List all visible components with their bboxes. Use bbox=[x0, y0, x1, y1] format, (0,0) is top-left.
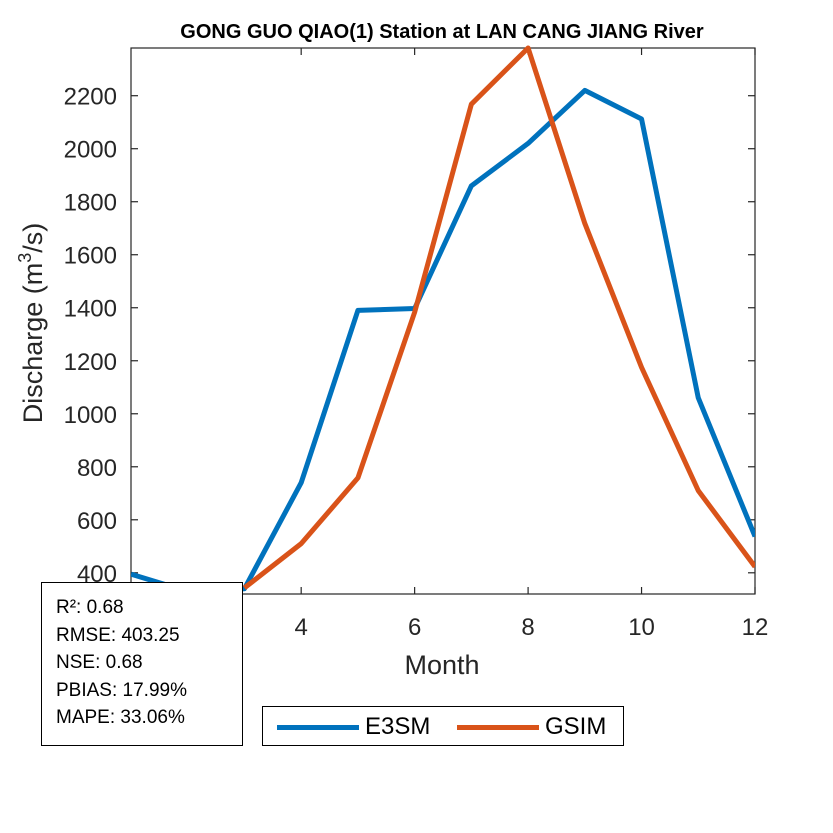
axes-frame bbox=[130, 47, 756, 595]
series-line-gsim bbox=[242, 45, 755, 590]
legend-label-e3sm: E3SM bbox=[365, 713, 431, 740]
x-axis-label: Month bbox=[404, 650, 479, 680]
y-tick-label: 1400 bbox=[64, 296, 117, 323]
legend-swatch-e3sm bbox=[277, 724, 359, 730]
legend-item-e3sm: E3SM bbox=[277, 707, 430, 747]
y-tick-label: 2200 bbox=[64, 84, 117, 111]
y-tick-label: 1600 bbox=[64, 243, 117, 270]
legend: E3SM GSIM bbox=[262, 706, 624, 746]
x-tick-label: 4 bbox=[295, 614, 308, 641]
y-tick-label: 1000 bbox=[64, 402, 117, 429]
stat-pbias: PBIAS: 17.99% bbox=[56, 679, 187, 701]
svg-text:Discharge (m3/s): Discharge (m3/s) bbox=[15, 223, 48, 424]
legend-item-gsim: GSIM bbox=[457, 707, 606, 747]
y-tick-label: 1800 bbox=[64, 190, 117, 217]
chart-title: GONG GUO QIAO(1) Station at LAN CANG JIA… bbox=[180, 21, 704, 43]
legend-swatch-gsim bbox=[457, 724, 539, 730]
stat-r2: R²: 0.68 bbox=[56, 597, 124, 618]
x-tick-label: 8 bbox=[521, 614, 534, 641]
y-tick-label: 2000 bbox=[64, 137, 117, 164]
y-tick-label: 1200 bbox=[64, 349, 117, 376]
stat-mape: MAPE: 33.06% bbox=[56, 707, 185, 728]
stat-rmse: RMSE: 403.25 bbox=[56, 624, 180, 646]
stat-nse: NSE: 0.68 bbox=[56, 652, 143, 673]
x-tick-label: 6 bbox=[408, 614, 421, 641]
x-tick-label: 12 bbox=[742, 614, 769, 641]
stats-box: R²: 0.68 RMSE: 403.25 NSE: 0.68 PBIAS: 1… bbox=[41, 582, 243, 746]
y-tick-label: 600 bbox=[77, 508, 117, 535]
series-line-e3sm bbox=[131, 87, 755, 594]
legend-label-gsim: GSIM bbox=[545, 713, 607, 740]
y-axis-label: Discharge (m3/s) bbox=[15, 223, 48, 424]
x-tick-label: 10 bbox=[628, 614, 655, 641]
y-tick-label: 800 bbox=[77, 455, 117, 482]
